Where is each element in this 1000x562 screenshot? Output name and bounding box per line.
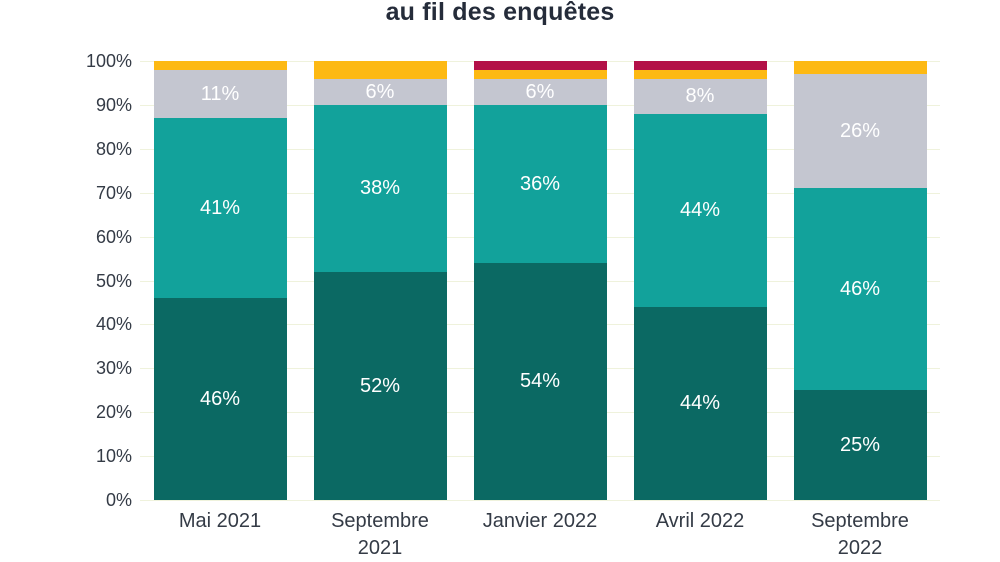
stacked-bar: 25% 46% 26% — [793, 61, 927, 500]
bar-segment-turquoise: 44% — [633, 113, 767, 307]
bar-group: 52% 38% 6% — [300, 61, 460, 500]
bar-segment-label: 44% — [679, 199, 721, 222]
bar-segment-turquoise: 38% — [313, 104, 447, 272]
bar-segment-rouge — [473, 61, 607, 70]
bar-segment-label: 11% — [200, 82, 240, 105]
y-tick-label: 50% — [95, 270, 132, 291]
bar-segment-rouge — [633, 61, 767, 70]
bar-segment-turquoise: 36% — [473, 104, 607, 263]
bar-segment-label: 8% — [685, 85, 715, 108]
bar-segment-jaune — [793, 61, 927, 75]
x-tick-label: Mai 2021 — [178, 510, 262, 532]
bar-segment-turquoise: 41% — [153, 118, 287, 299]
y-tick-label: 100% — [85, 51, 132, 71]
chart-title: au fil des enquêtes — [385, 0, 615, 26]
bar-segment-vert-fonce: 54% — [473, 262, 607, 500]
y-tick-label: 10% — [95, 446, 132, 467]
y-tick-label: 20% — [95, 402, 132, 423]
x-tick-label: Septembre 2021 — [331, 510, 429, 559]
bar-segment-jaune — [473, 69, 607, 79]
stacked-bar: 52% 38% 6% — [313, 61, 447, 500]
stacked-bar: 44% 44% 8% — [633, 61, 767, 500]
bar-segment-turquoise: 46% — [793, 188, 927, 391]
bar-segment-label: 25% — [839, 434, 881, 457]
bar-group: 25% 46% 26% — [780, 61, 940, 500]
bar-segment-vert-fonce: 44% — [633, 306, 767, 500]
y-tick-label: 40% — [95, 314, 132, 335]
bar-segment-label: 46% — [839, 278, 881, 301]
y-axis: 100% 90% 80% 70% 60% 50% 40% 30% 20% 10% 0% — [0, 51, 132, 510]
bar-group: 44% 44% 8% — [620, 61, 780, 500]
bar-segment-label: 6% — [525, 80, 555, 103]
bar-segment-label: 38% — [359, 177, 401, 200]
y-tick-label: 90% — [95, 94, 132, 115]
stacked-bar: 54% 36% 6% — [473, 61, 607, 500]
bar-segment-gris: 6% — [473, 78, 607, 105]
plot-area: 46% 41% 11% 52% 38% 6% 54% 36% 6% 44% 44% 8% 25% 46% 2… — [140, 61, 940, 501]
bar-segment-gris: 26% — [793, 74, 927, 189]
x-tick-label: Avril 2022 — [655, 510, 745, 532]
x-tick-label: Septembre 2022 — [811, 510, 909, 559]
bar-segment-jaune — [153, 61, 287, 70]
bar-segment-label: 6% — [365, 80, 395, 103]
bar-segment-gris: 11% — [153, 69, 287, 119]
y-tick-label: 0% — [105, 490, 132, 510]
bar-segment-label: 41% — [199, 197, 241, 220]
y-tick-label: 30% — [95, 358, 132, 379]
bar-segment-vert-fonce: 52% — [313, 271, 447, 500]
bar-segment-label: 52% — [359, 374, 401, 397]
bar-group: 46% 41% 11% — [140, 61, 300, 500]
x-axis: Mai 2021 Septembre 2021 Janvier 2022 Avril … — [140, 508, 940, 562]
bar-segment-label: 36% — [519, 172, 561, 195]
bar-segment-label: 46% — [199, 388, 241, 411]
x-tick-label: Janvier 2022 — [482, 510, 598, 532]
bar-segment-jaune — [313, 61, 447, 79]
bar-segment-vert-fonce: 46% — [153, 298, 287, 500]
y-tick-label: 80% — [95, 138, 132, 159]
y-tick-label: 60% — [95, 226, 132, 247]
stacked-bar: 46% 41% 11% — [153, 61, 287, 500]
bar-segment-gris: 8% — [633, 78, 767, 114]
y-tick-label: 70% — [95, 182, 132, 203]
bar-segment-label: 54% — [519, 370, 561, 393]
bar-segment-vert-fonce: 25% — [793, 390, 927, 500]
bar-group: 54% 36% 6% — [460, 61, 620, 500]
gridline — [140, 500, 940, 501]
bar-segment-gris: 6% — [313, 78, 447, 105]
bar-segment-label: 44% — [679, 392, 721, 415]
bars-container: 46% 41% 11% 52% 38% 6% 54% 36% 6% 44% 44% 8% 25% 46% 2… — [140, 61, 940, 500]
bar-segment-label: 26% — [839, 120, 881, 143]
bar-segment-jaune — [633, 69, 767, 79]
